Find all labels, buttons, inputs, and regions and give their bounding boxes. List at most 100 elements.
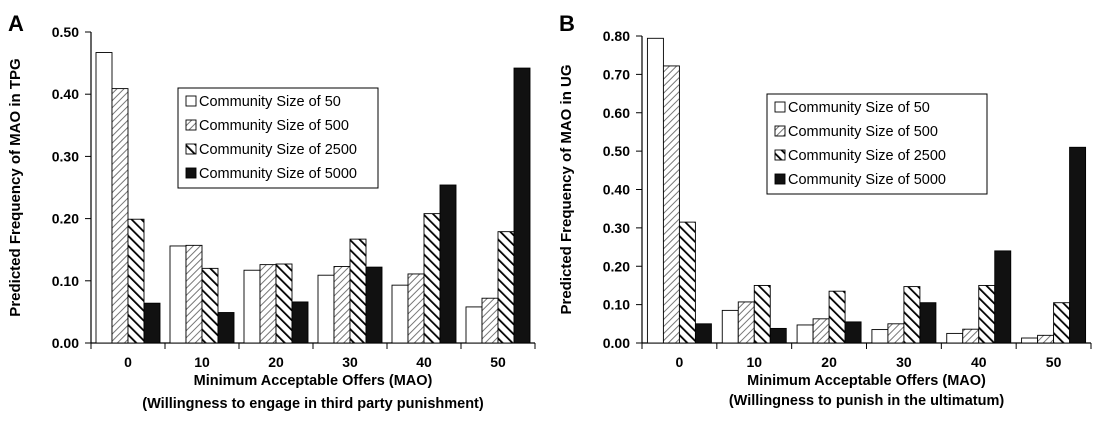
x-tick-label: 40 <box>971 354 987 370</box>
x-tick-label: 20 <box>821 354 837 370</box>
x-tick-label: 40 <box>416 354 432 370</box>
bar <box>497 231 515 344</box>
bar <box>662 65 680 344</box>
bar <box>978 284 996 344</box>
bar <box>111 88 129 344</box>
bar <box>828 290 846 344</box>
y-tick-label: 0.10 <box>603 297 630 313</box>
legend: Community Size of 50 Community Size of 50… <box>177 87 379 189</box>
legend-label: Community Size of 5000 <box>788 172 946 188</box>
y-axis-label: Predicted Frequency of MAO in TPG <box>7 58 24 316</box>
y-tick-label: 0.30 <box>52 148 79 164</box>
x-tick-label: 0 <box>124 354 132 370</box>
y-tick-label: 0.60 <box>603 105 630 121</box>
bar <box>1037 334 1055 344</box>
bar <box>185 244 203 344</box>
bar <box>349 238 367 344</box>
bar <box>275 263 293 344</box>
x-tick-label: 30 <box>342 354 358 370</box>
bar <box>946 332 964 344</box>
y-tick-label: 0.40 <box>52 86 79 102</box>
bar <box>721 309 739 344</box>
bar <box>1021 337 1039 344</box>
bar <box>694 323 712 344</box>
legend-label: Community Size of 50 <box>788 100 930 116</box>
legend-box <box>766 93 988 195</box>
bar <box>646 37 664 344</box>
x-tick-label: 10 <box>194 354 210 370</box>
bar <box>753 284 771 344</box>
bar <box>871 329 889 344</box>
bar <box>243 269 261 344</box>
bar <box>391 284 409 344</box>
y-tick-label: 0.30 <box>603 220 630 236</box>
bar <box>678 221 696 344</box>
y-tick-label: 0.80 <box>603 28 630 44</box>
x-tick-label: 50 <box>1046 354 1062 370</box>
bar <box>903 286 921 344</box>
chart-panel-a: A Predicted Frequency of MAO in TPG 0.00 0.… <box>0 0 550 420</box>
bar <box>423 213 441 344</box>
y-tick-label: 0.20 <box>603 258 630 274</box>
y-tick-label: 0.50 <box>603 143 630 159</box>
legend-label: Community Size of 500 <box>199 118 349 134</box>
legend-label: Community Size of 2500 <box>199 142 357 158</box>
bar <box>217 312 235 344</box>
bar <box>169 245 187 344</box>
bar <box>1053 302 1071 344</box>
bar <box>465 306 483 344</box>
bar <box>844 321 862 344</box>
bar <box>994 250 1012 344</box>
legend-swatch <box>774 149 786 161</box>
bar <box>769 327 787 344</box>
bar <box>95 52 113 344</box>
legend-swatch <box>774 173 786 185</box>
bar <box>737 301 755 344</box>
legend-swatch <box>774 125 786 137</box>
bar <box>127 218 145 344</box>
legend-swatch <box>185 95 197 107</box>
bar <box>143 302 161 344</box>
legend-label: Community Size of 2500 <box>788 148 946 164</box>
bar <box>439 184 457 344</box>
y-tick-label: 0.00 <box>603 335 630 351</box>
legend-label: Community Size of 5000 <box>199 166 357 182</box>
bar-chart-a: A Predicted Frequency of MAO in TPG 0.00 0.… <box>7 11 536 412</box>
y-tick-label: 0.20 <box>52 211 79 227</box>
legend-label: Community Size of 500 <box>788 124 938 140</box>
legend-swatch <box>185 119 197 131</box>
bar <box>481 297 499 344</box>
panel-label: A <box>8 11 24 36</box>
legend-swatch <box>774 101 786 113</box>
bar <box>962 328 980 344</box>
legend-label: Community Size of 50 <box>199 94 341 110</box>
legend-swatch <box>185 167 197 179</box>
y-tick-label: 0.40 <box>603 182 630 198</box>
bar <box>919 302 937 344</box>
y-tick-label: 0.00 <box>52 335 79 351</box>
legend-swatch <box>185 143 197 155</box>
bar <box>407 273 425 344</box>
x-tick-label: 0 <box>676 354 684 370</box>
panel-label: B <box>559 11 575 36</box>
y-tick-label: 0.10 <box>52 273 79 289</box>
x-axis-sublabel: (Willingness to engage in third party pu… <box>142 396 484 412</box>
x-tick-label: 30 <box>896 354 912 370</box>
bar <box>812 318 830 344</box>
bar <box>259 264 277 344</box>
bar <box>887 323 905 344</box>
bar <box>291 301 309 344</box>
x-tick-label: 50 <box>490 354 506 370</box>
y-tick-label: 0.70 <box>603 66 630 82</box>
bar <box>796 324 814 344</box>
chart-panel-b: B Predicted Frequency of MAO in UG 0.00 0.1… <box>551 0 1101 420</box>
x-tick-label: 20 <box>268 354 284 370</box>
bar <box>333 266 351 344</box>
y-tick-label: 0.50 <box>52 24 79 40</box>
x-axis-sublabel: (Willingness to punish in the ultimatum) <box>729 393 1005 409</box>
bar <box>513 67 531 344</box>
legend: Community Size of 50 Community Size of 50… <box>766 93 988 195</box>
bar <box>365 266 383 344</box>
bar <box>201 267 219 344</box>
x-axis-label: Minimum Acceptable Offers (MAO) <box>194 373 433 389</box>
